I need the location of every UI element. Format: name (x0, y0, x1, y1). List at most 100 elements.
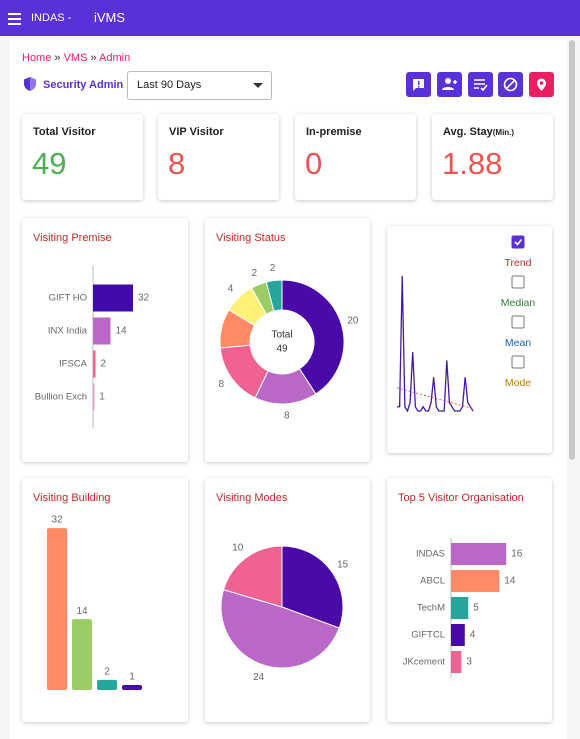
chart: Top 5 Visitor Organisation INDAS 16 ABCL 14 T… (398, 492, 524, 678)
value-label: 14 (504, 576, 516, 587)
value-label: 24 (253, 672, 265, 683)
value-label: 16 (511, 549, 523, 560)
check (514, 239, 523, 246)
icon (413, 79, 424, 91)
crumb[interactable]: Admin (99, 52, 131, 64)
option-label: Median (501, 297, 536, 309)
checkbox[interactable] (511, 235, 525, 249)
top-bar: INDAS - iVMS (0, 0, 580, 36)
stat-label-text: Avg. Stay (443, 126, 493, 138)
chart-card: Visiting Building 32 14 2 1 (22, 478, 188, 722)
period: Last 90 Days (137, 79, 202, 91)
value-label: 32 (138, 293, 150, 304)
checkbox[interactable] (511, 275, 525, 289)
bar (93, 284, 133, 312)
bar (451, 624, 465, 646)
caret (253, 83, 263, 88)
category-label: GIFT HO (49, 293, 87, 304)
category-label: Bullion Exch (35, 392, 87, 403)
chart-card: Trend Median Mean Mode (387, 226, 552, 453)
chart: Visiting Building 32 14 2 1 (33, 492, 142, 690)
option-label: Trend (504, 257, 531, 269)
add-user-button[interactable] (437, 72, 462, 97)
scrollbar[interactable] (569, 40, 575, 460)
bar (451, 597, 469, 619)
bar (451, 570, 500, 592)
stat-label: VIP Visitor (169, 126, 224, 138)
option-label: Mode (505, 377, 531, 389)
value-label: 14 (116, 326, 128, 337)
value-label: 14 (76, 606, 88, 617)
period-select[interactable]: Last 90 Days (127, 71, 272, 100)
slice (281, 279, 345, 395)
chart-title: Visiting Premise (33, 232, 112, 244)
bar (47, 528, 67, 690)
value-label: 2 (270, 263, 276, 274)
category-label: INX India (48, 326, 88, 337)
chart: Trend Median Mean Mode (396, 235, 536, 413)
value-label: 4 (470, 630, 476, 641)
option-label: Mean (505, 337, 531, 349)
chart-card: Visiting Premise GIFT HO 32 INX India 14 IFSC… (22, 218, 188, 462)
stat-label-text: VIP Visitor (169, 126, 224, 138)
chart-title: Visiting Building (33, 492, 110, 504)
stat-unit: (Min.) (492, 128, 515, 137)
stat-card: VIP Visitor 8 (158, 114, 279, 200)
value-label: 3 (466, 657, 472, 668)
stat-card: In-premise 0 (295, 114, 416, 200)
checkbox[interactable] (511, 355, 525, 369)
category-label: JKcement (403, 657, 446, 668)
value-label: 8 (219, 379, 225, 390)
location-button[interactable] (529, 72, 554, 97)
bar (97, 679, 117, 690)
value-label: 20 (347, 316, 359, 327)
crumb[interactable]: VMS (63, 52, 88, 64)
category-label: TechM (417, 603, 445, 614)
chart: Visiting Modes 15 24 10 (216, 492, 349, 683)
stat-value: 49 (32, 146, 67, 181)
chart-card: Visiting Modes 15 24 10 (205, 478, 370, 722)
bar (93, 383, 95, 411)
role: Security Admin (43, 79, 124, 91)
menu-icon[interactable] (8, 12, 24, 26)
value-label: 32 (51, 515, 63, 526)
stat-card: Total Visitor 49 (22, 114, 143, 200)
message-button[interactable] (406, 72, 431, 97)
value-label: 4 (228, 283, 234, 294)
chart-title: Top 5 Visitor Organisation (398, 492, 524, 504)
block-button[interactable] (498, 72, 523, 97)
bar (122, 684, 142, 690)
stat-label: In-premise (306, 126, 362, 138)
chart: Visiting Premise GIFT HO 32 INX India 14 IFSC… (33, 232, 150, 428)
stat-value: 1.88 (442, 146, 503, 181)
value-label: 2 (101, 359, 107, 370)
slice (220, 589, 340, 669)
value-label: 5 (473, 603, 479, 614)
category-label: INDAS (416, 549, 445, 560)
chart-title: Visiting Modes (216, 492, 288, 504)
crumb[interactable]: Home (22, 52, 52, 64)
icon (537, 78, 546, 91)
value-label: 2 (104, 667, 110, 678)
shield-icon (24, 77, 36, 91)
slice (222, 545, 283, 608)
value-label: 2 (251, 268, 257, 279)
icon (474, 79, 488, 92)
checklist-button[interactable] (468, 72, 493, 97)
total: 49 (276, 344, 288, 355)
chart: Visiting Status 20 8 8 4 2 2 Total 49 (216, 232, 359, 422)
bar (72, 619, 92, 690)
category-label: IFSCA (59, 359, 88, 370)
value-label: 8 (284, 410, 290, 421)
category-label: ABCL (420, 576, 445, 587)
value-label: 1 (99, 392, 105, 403)
app-prefix: INDAS - (31, 12, 72, 24)
center-label: Total (271, 330, 292, 341)
bar (451, 543, 507, 565)
bar (93, 350, 96, 378)
checkbox[interactable] (511, 315, 525, 329)
icon (442, 78, 457, 90)
stat-card: Avg. Stay(Min.) 1.88 (432, 114, 553, 200)
slice (281, 545, 344, 629)
